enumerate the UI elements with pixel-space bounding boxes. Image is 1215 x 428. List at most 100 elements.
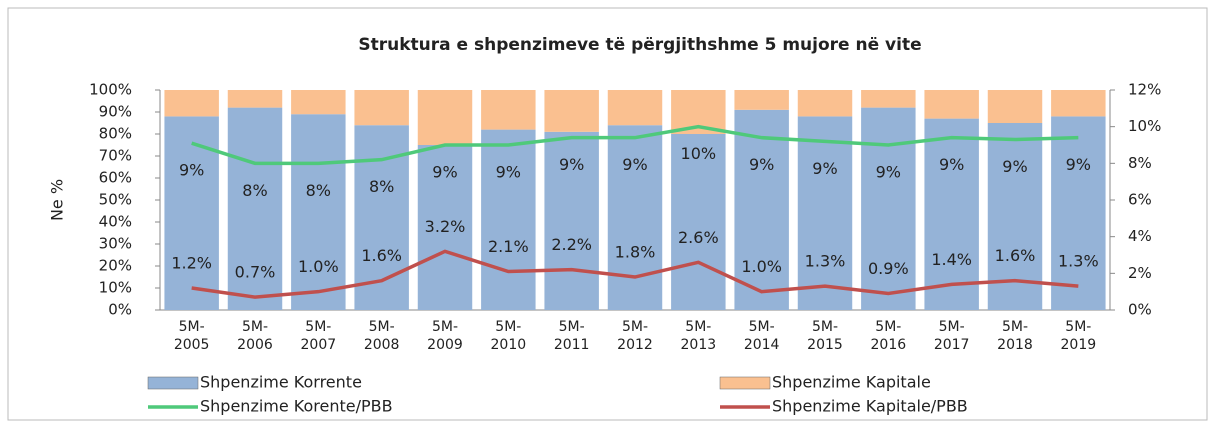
data-label: 3.2%	[425, 217, 466, 236]
bar-segment	[671, 134, 726, 310]
data-label: 1.8%	[615, 243, 656, 262]
data-label: 9%	[939, 155, 964, 174]
data-label: 9%	[1066, 155, 1091, 174]
y-tick-label: 90%	[99, 103, 132, 121]
bar-segment	[797, 90, 853, 117]
data-label: 8%	[306, 181, 331, 200]
data-label: 9%	[432, 163, 457, 182]
x-tick-label: 5M-2014	[743, 319, 780, 353]
y-tick-label: 80%	[99, 125, 132, 143]
data-label: 0.7%	[235, 263, 276, 282]
data-label: 8%	[242, 181, 267, 200]
bar-segment	[291, 90, 346, 115]
bar-segment	[544, 90, 599, 132]
bar-segment	[924, 90, 979, 119]
y-tick-label: 100%	[89, 81, 132, 99]
y-tick-label: 50%	[99, 191, 132, 209]
data-label: 9%	[812, 159, 837, 178]
y-tick-label: 0%	[108, 301, 132, 319]
y2-tick-label: 8%	[1128, 154, 1152, 172]
bar-segment	[607, 125, 663, 310]
data-label: 9%	[496, 163, 521, 182]
bar-segment	[354, 90, 409, 126]
legend-label: Shpenzime Korrente	[200, 373, 362, 392]
bar-segment	[1051, 116, 1106, 311]
data-label: 9%	[622, 155, 647, 174]
legend-label: Shpenzime Kapitale	[772, 373, 931, 392]
data-label: 1.6%	[995, 246, 1036, 265]
data-label: 1.0%	[741, 257, 782, 276]
x-tick-label: 5M-2009	[427, 319, 463, 353]
chart-title: Struktura e shpenzimeve të përgjithshme …	[358, 35, 921, 55]
y-tick-label: 10%	[99, 279, 132, 297]
x-tick-label: 5M-2016	[870, 319, 907, 353]
data-label: 1.3%	[1058, 252, 1099, 271]
legend-swatch	[147, 376, 199, 390]
x-tick-label: 5M-2019	[1060, 319, 1097, 353]
data-label: 9%	[559, 155, 584, 174]
bar-segment	[417, 90, 473, 145]
bar-segment	[417, 145, 473, 310]
x-tick-label: 5M-2012	[617, 319, 653, 353]
y2-tick-label: 0%	[1128, 301, 1152, 319]
legend-swatch	[719, 376, 771, 390]
y2-tick-label: 6%	[1128, 191, 1152, 209]
data-label: 0.9%	[868, 259, 909, 278]
y2-tick-label: 12%	[1128, 81, 1161, 99]
bar-segment	[227, 90, 283, 108]
x-tick-label: 5M-2005	[173, 319, 210, 353]
y2-tick-label: 10%	[1128, 117, 1161, 135]
bar-segment	[481, 90, 536, 130]
data-label: 1.3%	[805, 252, 846, 271]
y-tick-label: 60%	[99, 169, 132, 187]
legend-label: Shpenzime Korente/PBB	[200, 397, 393, 416]
bar-segment	[924, 118, 979, 310]
data-label: 9%	[1002, 157, 1027, 176]
y-tick-label: 40%	[99, 213, 132, 231]
x-tick-label: 5M-2018	[997, 319, 1033, 353]
bar-segment	[164, 116, 219, 311]
x-tick-label: 5M-2013	[680, 319, 717, 353]
bar-segment	[1051, 90, 1106, 117]
x-tick-label: 5M-2010	[490, 319, 527, 353]
line-series	[191, 124, 1079, 166]
y2-tick-label: 2%	[1128, 264, 1152, 282]
line-series	[191, 249, 1079, 299]
data-label: 1.2%	[171, 254, 212, 273]
bar-segment	[607, 90, 663, 126]
y2-tick-label: 4%	[1128, 227, 1152, 245]
bar-segment	[227, 107, 283, 310]
bar-segment	[987, 123, 1043, 310]
data-label: 2.2%	[551, 235, 592, 254]
y-tick-label: 20%	[99, 257, 132, 275]
y-axis-label: Ne %	[48, 179, 67, 221]
data-label: 1.4%	[931, 250, 972, 269]
bar-segment	[734, 90, 789, 110]
bar-segment	[291, 114, 346, 310]
data-label: 1.0%	[298, 257, 339, 276]
bar-segment	[734, 109, 789, 310]
x-tick-label: 5M-2006	[237, 319, 273, 353]
data-label: 2.6%	[678, 228, 719, 247]
y-tick-label: 30%	[99, 235, 132, 253]
bar-segment	[544, 131, 599, 310]
bar-segment	[861, 107, 916, 310]
data-label: 2.1%	[488, 237, 529, 256]
data-label: 9%	[749, 155, 774, 174]
x-tick-label: 5M-2015	[807, 319, 843, 353]
x-tick-label: 5M-2017	[933, 319, 970, 353]
data-label: 9%	[876, 163, 901, 182]
data-label: 9%	[179, 161, 204, 180]
data-label: 8%	[369, 177, 394, 196]
legend-label: Shpenzime Kapitale/PBB	[772, 397, 968, 416]
bar-segment	[481, 129, 536, 310]
bar-segment	[164, 90, 219, 117]
bar-segment	[797, 116, 853, 311]
bar-segment	[987, 90, 1043, 123]
x-tick-label: 5M-2007	[300, 319, 337, 353]
data-label: 10%	[681, 144, 717, 163]
x-tick-label: 5M-2008	[363, 319, 400, 353]
bar-segment	[861, 90, 916, 108]
